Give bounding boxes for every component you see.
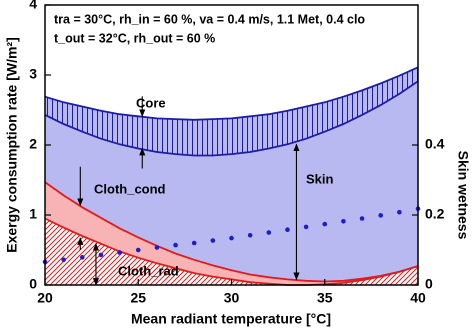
x-tick-label: 25 [130, 290, 146, 306]
y-tick-label: 4 [29, 0, 37, 12]
y-tick-label: 1 [29, 206, 37, 222]
dot [135, 247, 141, 253]
y-axis-label: Exergy consumption rate [W/m²] [4, 37, 20, 252]
dot [98, 252, 104, 258]
x-axis-label: Mean radiant temperature [°C] [131, 311, 331, 327]
series-line [44, 181, 419, 283]
y2-axis-label: Skin wetness [455, 151, 471, 240]
y2-tick-label: 0 [425, 276, 433, 292]
plot-frame [44, 4, 419, 286]
dot [285, 227, 290, 232]
dot [80, 255, 85, 260]
y2-tick-label: 0.4 [425, 136, 445, 152]
dot [247, 233, 253, 238]
band-fill [45, 81, 418, 282]
annotation: Core [136, 95, 166, 110]
x-tick-label: 35 [317, 290, 333, 306]
x-tick-label: 20 [37, 290, 53, 306]
dot [191, 240, 197, 246]
band-fill [45, 67, 418, 156]
dot [303, 224, 309, 230]
series-line [44, 66, 419, 121]
x-tick-label: 40 [410, 290, 426, 306]
annotation: Cloth_rad [118, 263, 179, 278]
annotation: Skin [306, 171, 334, 186]
dot [322, 221, 328, 227]
y-tick-label: 0 [29, 276, 37, 292]
dot [173, 242, 178, 248]
dot [229, 235, 234, 241]
band-fill [45, 218, 418, 285]
fills [45, 67, 418, 285]
y-tick-label: 2 [29, 136, 37, 152]
dot [117, 250, 122, 255]
dot [341, 219, 346, 224]
annotation: Cloth_cond [94, 181, 166, 196]
note: tra = 30°C, rh_in = 60 %, va = 0.4 m/s, … [54, 12, 365, 26]
dot [397, 209, 402, 215]
note: t_out = 32°C, rh_out = 60 % [54, 31, 215, 45]
dot [61, 257, 66, 263]
x-tick-label: 30 [224, 290, 240, 306]
dot [378, 213, 384, 218]
dot [210, 238, 216, 243]
dot [359, 216, 365, 221]
dot [266, 230, 272, 235]
dot [154, 245, 160, 250]
series-line [44, 80, 419, 157]
band-fill [45, 182, 418, 285]
y2-tick-label: 0.2 [425, 206, 445, 222]
y-tick-label: 3 [29, 66, 37, 82]
